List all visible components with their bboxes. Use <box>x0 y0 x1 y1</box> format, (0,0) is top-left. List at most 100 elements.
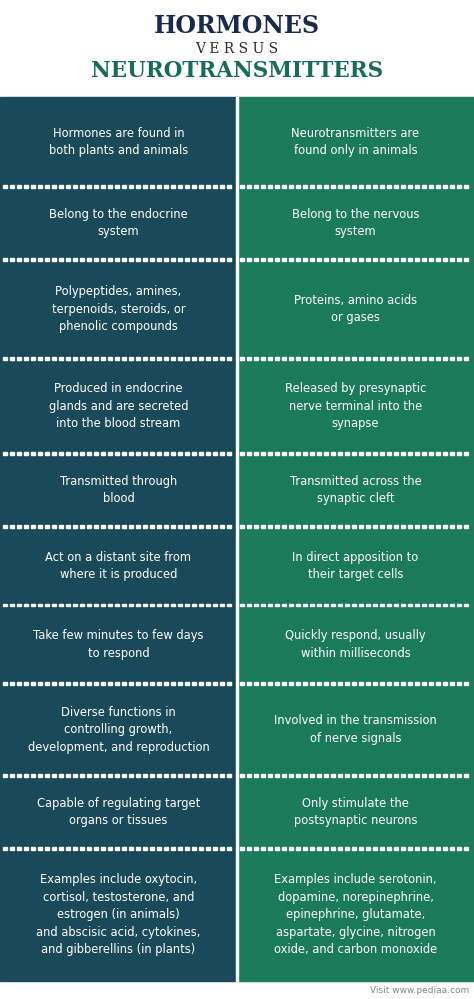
Bar <box>415 525 419 527</box>
Bar <box>73 259 77 261</box>
Bar <box>373 453 377 455</box>
Bar <box>415 186 419 188</box>
Bar <box>387 259 391 261</box>
Bar <box>129 186 133 188</box>
Bar <box>45 682 49 685</box>
Bar <box>115 525 119 527</box>
Bar <box>94 774 98 777</box>
Bar <box>0 187 237 260</box>
Bar <box>387 847 391 850</box>
Bar <box>150 847 154 850</box>
Bar <box>213 682 217 685</box>
Text: Act on a distant site from
where it is produced: Act on a distant site from where it is p… <box>46 550 191 581</box>
Bar <box>66 357 70 360</box>
Bar <box>237 97 474 187</box>
Bar <box>457 774 461 777</box>
Bar <box>261 357 265 360</box>
Bar <box>157 604 161 606</box>
Bar <box>261 259 265 261</box>
Bar <box>303 453 307 455</box>
Text: Produced in endocrine
glands and are secreted
into the blood stream: Produced in endocrine glands and are sec… <box>49 382 188 430</box>
Bar <box>199 259 203 261</box>
Bar <box>394 453 398 455</box>
Bar <box>261 774 265 777</box>
Bar <box>457 682 461 685</box>
Bar <box>10 453 14 455</box>
Bar <box>408 259 412 261</box>
Bar <box>303 682 307 685</box>
Bar <box>443 847 447 850</box>
Bar <box>17 604 21 606</box>
Bar <box>429 847 433 850</box>
Bar <box>275 453 279 455</box>
Bar <box>296 186 300 188</box>
Bar <box>429 453 433 455</box>
Bar <box>52 847 56 850</box>
Bar <box>101 357 105 360</box>
Bar <box>338 847 342 850</box>
Bar <box>436 774 440 777</box>
Bar <box>247 259 251 261</box>
Bar <box>247 525 251 527</box>
Bar <box>45 847 49 850</box>
Bar <box>247 453 251 455</box>
Bar <box>164 259 168 261</box>
Bar <box>359 774 363 777</box>
Bar <box>24 259 28 261</box>
Bar <box>136 453 140 455</box>
Bar <box>206 186 210 188</box>
Bar <box>164 357 168 360</box>
Bar <box>338 682 342 685</box>
Bar <box>429 186 433 188</box>
Bar <box>178 525 182 527</box>
Bar <box>213 357 217 360</box>
Bar <box>464 604 468 606</box>
Text: NEUROTRANSMITTERS: NEUROTRANSMITTERS <box>91 60 383 82</box>
Bar <box>171 259 175 261</box>
Bar <box>464 847 468 850</box>
Bar <box>240 774 244 777</box>
Bar <box>150 259 154 261</box>
Bar <box>38 847 42 850</box>
Bar <box>206 847 210 850</box>
Bar <box>199 357 203 360</box>
Bar <box>261 682 265 685</box>
Bar <box>10 357 14 360</box>
Bar <box>352 186 356 188</box>
Bar <box>31 259 35 261</box>
Bar <box>38 453 42 455</box>
Bar <box>464 259 468 261</box>
Bar <box>282 525 286 527</box>
Bar <box>143 453 147 455</box>
Bar <box>401 357 405 360</box>
Bar <box>199 682 203 685</box>
Bar <box>38 357 42 360</box>
Bar <box>45 259 49 261</box>
Bar <box>3 847 7 850</box>
Bar <box>213 774 217 777</box>
Bar <box>254 357 258 360</box>
Bar <box>422 774 426 777</box>
Bar <box>150 186 154 188</box>
Bar <box>394 357 398 360</box>
Bar <box>268 357 272 360</box>
Bar <box>289 259 293 261</box>
Bar <box>10 186 14 188</box>
Bar <box>331 357 335 360</box>
Bar <box>136 774 140 777</box>
Bar <box>289 525 293 527</box>
Bar <box>237 359 474 454</box>
Bar <box>185 357 189 360</box>
Bar <box>171 357 175 360</box>
Bar <box>136 186 140 188</box>
Bar <box>380 604 384 606</box>
Bar <box>338 186 342 188</box>
Bar <box>108 847 112 850</box>
Bar <box>254 186 258 188</box>
Bar <box>31 847 35 850</box>
Bar <box>59 186 63 188</box>
Bar <box>282 357 286 360</box>
Bar <box>59 357 63 360</box>
Bar <box>0 848 237 981</box>
Bar <box>80 774 84 777</box>
